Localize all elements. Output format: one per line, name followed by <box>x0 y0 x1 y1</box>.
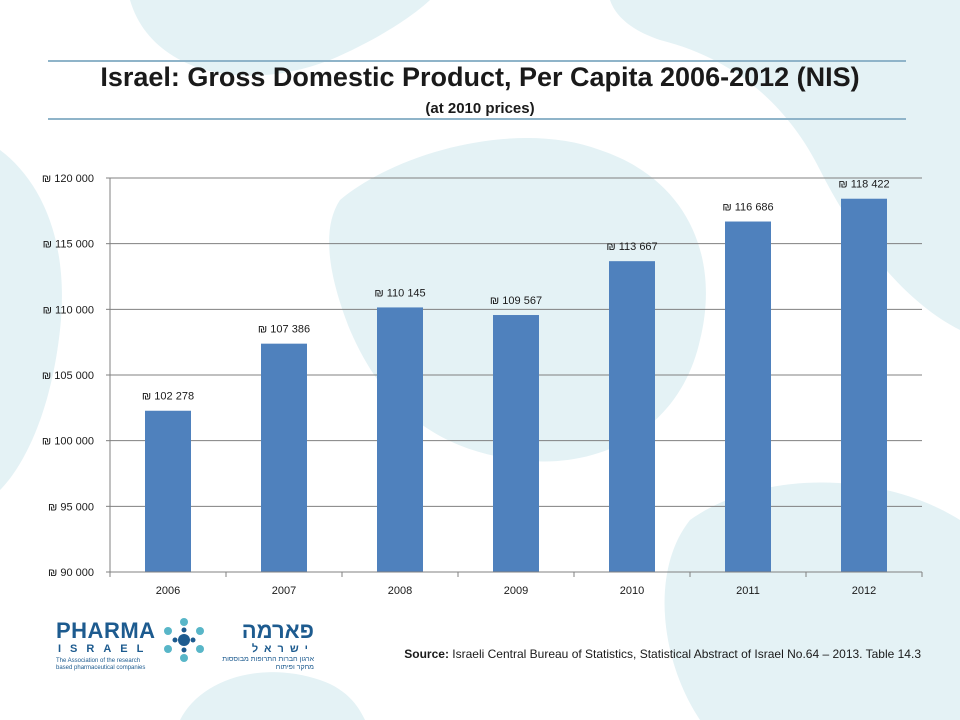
y-tick-label: ₪ 115 000 <box>43 239 94 251</box>
data-labels: ₪ 102 278 ₪ 107 386 ₪ 110 145 ₪ 109 567 ₪ 11… <box>142 179 890 403</box>
x-tick-label-2009: 2009 <box>504 585 528 597</box>
x-tick-label-2012: 2012 <box>852 585 876 597</box>
slide-subtitle: (at 2010 prices) <box>425 100 535 117</box>
bar-2006 <box>145 410 191 572</box>
bar-2007 <box>261 343 307 572</box>
y-tick-label: ₪ 105 000 <box>42 370 94 382</box>
bar-2012 <box>841 198 887 572</box>
y-tick-label: ₪ 110 000 <box>43 304 94 316</box>
y-tick-label: ₪ 95 000 <box>48 501 94 513</box>
data-label-2010: ₪ 113 667 <box>606 241 657 253</box>
logo-hebrew: פארמה <box>241 618 314 643</box>
bars <box>145 198 887 572</box>
logo-word-israel: ISRAEL <box>58 643 153 655</box>
bar-2011 <box>725 221 771 572</box>
bar-2008 <box>377 307 423 572</box>
data-label-2012: ₪ 118 422 <box>838 179 889 191</box>
source-label: Source: <box>404 647 449 661</box>
data-label-2006: ₪ 102 278 <box>142 391 194 403</box>
data-label-2007: ₪ 107 386 <box>258 324 310 336</box>
y-tick-label: ₪ 100 000 <box>42 436 94 448</box>
y-tick-label: ₪ 90 000 <box>48 567 94 579</box>
source-text: Israeli Central Bureau of Statistics, St… <box>452 647 921 661</box>
title-rule-top <box>48 60 906 62</box>
logo-hebrew-israel: ישראל <box>251 643 314 655</box>
bar-2010 <box>609 261 655 572</box>
molecule-icon <box>164 618 204 662</box>
axes: ₪ 90 000 ₪ 95 000 ₪ 100 000 ₪ 105 000 ₪ 110 … <box>42 173 923 597</box>
logo-tagline: The Association of the research based ph… <box>56 658 146 671</box>
background-shape-left <box>0 150 62 490</box>
title-rule-bottom <box>48 118 906 120</box>
background-shape-bottom-left <box>180 672 365 720</box>
slide-title: Israel: Gross Domestic Product, Per Capi… <box>100 62 860 92</box>
y-tick-label: ₪ 120 000 <box>42 173 94 185</box>
x-tick-label-2006: 2006 <box>156 585 180 597</box>
data-label-2009: ₪ 109 567 <box>490 295 542 307</box>
x-tick-label-2010: 2010 <box>620 585 644 597</box>
background-shape-top <box>130 0 430 76</box>
pharma-israel-logo: PHARMA ISRAEL The Association of the res… <box>56 614 316 674</box>
logo-word: PHARMA <box>56 618 156 643</box>
data-label-2011: ₪ 116 686 <box>722 202 773 214</box>
logo-hebrew-tagline: ארגון חברות התרופות מבוססות מחקר ופיתוח <box>222 656 314 671</box>
x-tick-label-2008: 2008 <box>388 585 412 597</box>
data-label-2008: ₪ 110 145 <box>374 287 425 299</box>
x-tick-label-2011: 2011 <box>736 585 760 597</box>
source-note: Source: Israeli Central Bureau of Statis… <box>376 647 921 661</box>
x-tick-label-2007: 2007 <box>272 585 296 597</box>
bar-2009 <box>493 315 539 572</box>
